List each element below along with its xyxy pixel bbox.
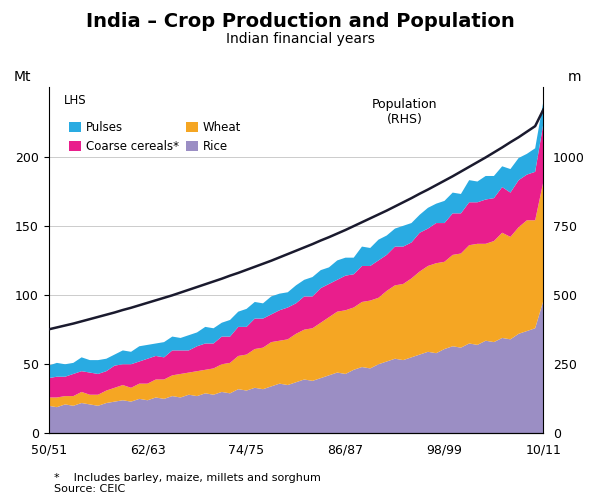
Text: Indian financial years: Indian financial years bbox=[226, 32, 374, 46]
Text: *    Includes barley, maize, millets and sorghum: * Includes barley, maize, millets and so… bbox=[54, 473, 321, 483]
Text: Source: CEIC: Source: CEIC bbox=[54, 484, 125, 494]
Legend: Pulses, Coarse cereals*, Wheat, Rice: Pulses, Coarse cereals*, Wheat, Rice bbox=[70, 121, 241, 153]
Text: Mt: Mt bbox=[14, 70, 31, 84]
Text: LHS: LHS bbox=[64, 94, 86, 107]
Text: India – Crop Production and Population: India – Crop Production and Population bbox=[86, 12, 514, 31]
Text: m: m bbox=[568, 70, 581, 84]
Text: Population
(RHS): Population (RHS) bbox=[372, 98, 437, 126]
